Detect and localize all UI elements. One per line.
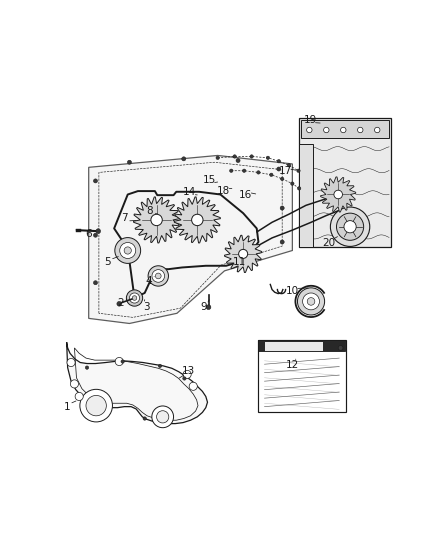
Circle shape [183, 377, 186, 380]
Text: 6: 6 [85, 229, 92, 239]
Circle shape [287, 164, 291, 167]
Circle shape [250, 155, 253, 158]
Circle shape [216, 156, 219, 159]
Text: 20: 20 [322, 238, 336, 248]
Circle shape [127, 290, 143, 306]
Polygon shape [174, 197, 220, 243]
Circle shape [338, 345, 343, 350]
Circle shape [158, 364, 162, 368]
Text: 2: 2 [118, 298, 124, 308]
Polygon shape [299, 143, 313, 247]
Circle shape [230, 169, 233, 172]
Circle shape [117, 302, 122, 306]
Circle shape [206, 305, 211, 310]
Circle shape [152, 270, 165, 282]
Circle shape [243, 169, 246, 172]
Text: 14: 14 [183, 187, 197, 197]
Circle shape [239, 249, 247, 259]
Circle shape [157, 411, 169, 423]
Circle shape [130, 293, 140, 303]
Text: 7: 7 [121, 213, 127, 223]
Text: 9: 9 [201, 302, 208, 312]
Circle shape [324, 127, 329, 133]
Circle shape [183, 370, 191, 378]
Circle shape [191, 214, 203, 225]
FancyBboxPatch shape [258, 341, 345, 351]
Circle shape [124, 247, 131, 254]
Text: 4: 4 [146, 276, 152, 286]
Text: 18: 18 [217, 186, 230, 196]
Circle shape [93, 233, 98, 237]
Circle shape [257, 171, 260, 174]
FancyBboxPatch shape [258, 340, 346, 413]
Circle shape [96, 229, 101, 233]
Circle shape [277, 167, 281, 171]
Text: 5: 5 [104, 257, 111, 268]
Text: 13: 13 [182, 366, 195, 376]
Circle shape [86, 395, 106, 416]
Text: 19: 19 [304, 115, 317, 125]
Circle shape [270, 173, 273, 176]
Polygon shape [134, 197, 180, 243]
FancyBboxPatch shape [265, 342, 323, 351]
Text: 10: 10 [286, 286, 299, 296]
Circle shape [182, 157, 186, 161]
Polygon shape [321, 177, 356, 212]
Text: 3: 3 [143, 302, 150, 311]
Circle shape [266, 156, 270, 159]
Circle shape [236, 158, 240, 163]
Circle shape [143, 417, 146, 420]
Circle shape [280, 240, 284, 244]
Circle shape [233, 155, 237, 158]
Circle shape [297, 169, 300, 172]
Circle shape [151, 214, 162, 225]
Circle shape [303, 293, 319, 310]
Circle shape [307, 297, 315, 305]
Text: 12: 12 [286, 360, 299, 370]
Circle shape [336, 213, 364, 240]
Circle shape [280, 206, 284, 210]
FancyBboxPatch shape [301, 120, 389, 139]
Circle shape [291, 182, 294, 185]
Circle shape [280, 177, 284, 181]
Circle shape [344, 221, 356, 233]
Circle shape [152, 406, 173, 427]
Text: 11: 11 [233, 257, 247, 268]
Circle shape [115, 358, 124, 366]
Circle shape [357, 127, 363, 133]
Circle shape [341, 127, 346, 133]
Polygon shape [88, 156, 293, 324]
Circle shape [330, 207, 370, 246]
Text: 1: 1 [64, 402, 70, 411]
Circle shape [148, 266, 169, 286]
Circle shape [127, 160, 131, 164]
Text: 16: 16 [239, 190, 252, 200]
Circle shape [297, 288, 325, 315]
Circle shape [93, 179, 98, 183]
Circle shape [67, 358, 75, 367]
Circle shape [120, 243, 136, 259]
Circle shape [374, 127, 380, 133]
FancyBboxPatch shape [299, 118, 391, 247]
Circle shape [155, 273, 161, 279]
Circle shape [297, 187, 301, 190]
Circle shape [71, 380, 78, 388]
Circle shape [85, 366, 88, 369]
Text: 17: 17 [279, 166, 292, 176]
Circle shape [80, 389, 113, 422]
Text: 15: 15 [202, 175, 216, 185]
Circle shape [121, 360, 124, 363]
Circle shape [115, 238, 141, 263]
Circle shape [93, 281, 98, 285]
Circle shape [334, 190, 343, 199]
Circle shape [132, 296, 137, 300]
Polygon shape [225, 235, 262, 272]
Polygon shape [67, 342, 208, 424]
Text: 8: 8 [146, 206, 153, 216]
Circle shape [75, 392, 83, 400]
Circle shape [307, 127, 312, 133]
Circle shape [189, 382, 197, 390]
Circle shape [277, 159, 280, 163]
